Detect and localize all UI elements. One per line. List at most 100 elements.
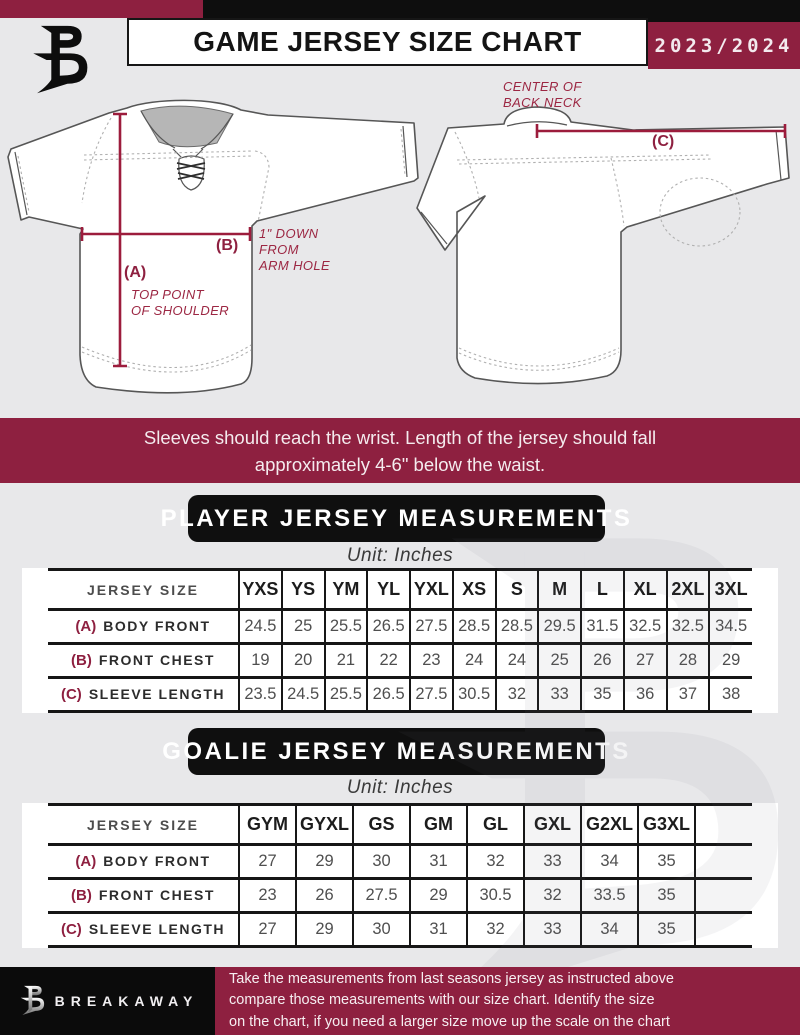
title-box: GAME JERSEY SIZE CHART bbox=[127, 18, 648, 66]
column-header-gym: GYM bbox=[238, 804, 296, 845]
row-key: (A) bbox=[75, 617, 97, 635]
row-key: (A) bbox=[75, 852, 97, 870]
row-label: FRONT CHEST bbox=[98, 886, 215, 903]
size-value-cell: 29 bbox=[708, 643, 752, 678]
table-row: (B) FRONT CHEST 23 26 27.5 29 30.5 32 33.5 35 bbox=[48, 878, 752, 913]
fit-notice-text: Sleeves should reach the wrist. Length o… bbox=[143, 426, 657, 475]
size-value-cell: 33 bbox=[523, 844, 581, 879]
size-value-cell bbox=[694, 912, 752, 947]
column-header-gs: GS bbox=[352, 804, 410, 845]
row-header: (C) SLEEVE LENGTH bbox=[48, 913, 239, 947]
size-value-cell: 25.5 bbox=[323, 677, 368, 712]
size-value-cell: 33.5 bbox=[580, 878, 638, 913]
measurement-a-label: (A) bbox=[124, 264, 147, 281]
table-row: (C) SLEEVE LENGTH 23.5 24.5 25.5 26.5 27.5 30.5… bbox=[48, 677, 752, 712]
table-row: (A) BODY FRONT 24.5 25 25.5 26.5 27.5 28.5 28.5 2… bbox=[48, 609, 752, 644]
row-label: BODY FRONT bbox=[103, 617, 211, 634]
column-header-xs: XS bbox=[451, 569, 496, 610]
table-header-row: JERSEY SIZE GYM GYXL GS GM GL GXL G2XL G3XL bbox=[48, 804, 752, 845]
front-jersey-diagram bbox=[7, 99, 419, 394]
row-key: (B) bbox=[71, 886, 92, 904]
goalie-section-banner: GOALIE JERSEY MEASUREMENTS bbox=[162, 728, 628, 775]
corner-label: JERSEY SIZE bbox=[86, 816, 199, 833]
brand-name: BREAKAWAY bbox=[54, 993, 199, 1009]
breakaway-logo-icon bbox=[24, 24, 90, 98]
row-header: (C) SLEEVE LENGTH bbox=[48, 678, 239, 712]
measurement-line-c bbox=[535, 124, 787, 138]
season-label: 2023/2024 bbox=[654, 34, 794, 57]
column-header-yxl: YXL bbox=[409, 569, 453, 610]
goalie-section-title: GOALIE JERSEY MEASUREMENTS bbox=[162, 737, 631, 765]
size-value-cell: 37 bbox=[665, 677, 710, 712]
column-header-xl: XL bbox=[622, 569, 667, 610]
size-value-cell: 21 bbox=[323, 643, 368, 678]
size-value-cell: 22 bbox=[366, 643, 410, 678]
goalie-unit-text: Unit: Inches bbox=[346, 777, 454, 798]
size-value-cell: 29 bbox=[295, 912, 353, 947]
measurement-c-label: (C) bbox=[652, 133, 675, 150]
table-row: (B) FRONT CHEST 19 20 21 22 23 24 24 25 26 27 28 29 bbox=[48, 643, 752, 678]
size-value-cell: 31 bbox=[409, 912, 467, 947]
goalie-unit-line: Unit: Inches bbox=[0, 777, 800, 799]
table-row: (A) BODY FRONT 27 29 30 31 32 33 34 35 bbox=[48, 844, 752, 879]
size-value-cell: 28.5 bbox=[451, 609, 496, 644]
column-header-yl: YL bbox=[366, 569, 410, 610]
size-value-cell: 38 bbox=[708, 677, 752, 712]
column-header-gxl: GXL bbox=[523, 804, 581, 845]
page-title: GAME JERSEY SIZE CHART bbox=[193, 26, 582, 57]
column-header-yxs: YXS bbox=[238, 569, 282, 610]
table-header-row: JERSEY SIZE YXS YS YM YL YXL XS S M L XL 2XL 3XL bbox=[48, 569, 752, 610]
size-value-cell: 31.5 bbox=[580, 609, 624, 644]
goalie-size-table-wrap: JERSEY SIZE GYM GYXL GS GM GL GXL G2XL G3XL (A) BO… bbox=[22, 803, 778, 948]
size-value-cell: 27 bbox=[238, 844, 296, 879]
size-value-cell: 36 bbox=[622, 677, 667, 712]
size-value-cell: 32.5 bbox=[622, 609, 667, 644]
row-key: (B) bbox=[71, 651, 92, 669]
size-value-cell: 32 bbox=[523, 878, 581, 913]
player-table: JERSEY SIZE YXS YS YM YL YXL XS S M L XL 2XL 3XL (A) B… bbox=[48, 568, 752, 713]
column-header-g3xl: G3XL bbox=[637, 804, 695, 845]
size-value-cell: 25.5 bbox=[323, 609, 368, 644]
size-value-cell: 29.5 bbox=[537, 609, 581, 644]
column-header-2xl: 2XL bbox=[665, 569, 710, 610]
size-value-cell: 25 bbox=[537, 643, 581, 678]
size-value-cell: 23 bbox=[238, 878, 296, 913]
size-value-cell: 29 bbox=[409, 878, 467, 913]
column-header-gl: GL bbox=[466, 804, 524, 845]
size-value-cell: 23.5 bbox=[238, 677, 282, 712]
size-value-cell: 33 bbox=[523, 912, 581, 947]
column-header-s: S bbox=[494, 569, 539, 610]
row-label: FRONT CHEST bbox=[98, 651, 215, 668]
player-unit-text: Unit: Inches bbox=[346, 545, 454, 566]
corner-label: JERSEY SIZE bbox=[86, 581, 199, 598]
table-row: (C) SLEEVE LENGTH 27 29 30 31 32 33 34 35 bbox=[48, 912, 752, 947]
column-header-ym: YM bbox=[323, 569, 368, 610]
center-back-neck-caption: CENTER OF BACK NECK bbox=[503, 79, 582, 110]
player-section-banner: PLAYER JERSEY MEASUREMENTS bbox=[161, 495, 630, 542]
arm-hole-caption: 1" DOWN FROM ARM HOLE bbox=[259, 226, 331, 273]
row-label: BODY FRONT bbox=[103, 852, 211, 869]
size-value-cell: 30.5 bbox=[466, 878, 524, 913]
header-maroon-strip bbox=[0, 0, 203, 18]
measurement-line-b bbox=[80, 227, 252, 241]
row-header: (B) FRONT CHEST bbox=[48, 879, 239, 913]
footer-breakaway-logo-icon bbox=[17, 985, 45, 1017]
size-value-cell: 32 bbox=[466, 844, 524, 879]
player-unit-line: Unit: Inches bbox=[0, 545, 800, 567]
size-value-cell: 31 bbox=[409, 844, 467, 879]
row-label: SLEEVE LENGTH bbox=[88, 920, 225, 937]
size-value-cell bbox=[694, 844, 752, 879]
goalie-table: JERSEY SIZE GYM GYXL GS GM GL GXL G2XL G3XL (A) BO… bbox=[48, 803, 752, 948]
column-header-3xl: 3XL bbox=[708, 569, 752, 610]
size-value-cell: 32 bbox=[494, 677, 539, 712]
player-size-table-wrap: JERSEY SIZE YXS YS YM YL YXL XS S M L XL 2XL 3XL (A) B… bbox=[22, 568, 778, 713]
fit-notice-banner: Sleeves should reach the wrist. Length o… bbox=[0, 418, 800, 483]
size-value-cell: 33 bbox=[537, 677, 581, 712]
size-value-cell: 32.5 bbox=[665, 609, 710, 644]
column-header-ys: YS bbox=[280, 569, 325, 610]
size-value-cell: 30.5 bbox=[451, 677, 496, 712]
size-value-cell: 26 bbox=[580, 643, 624, 678]
size-value-cell: 25 bbox=[280, 609, 325, 644]
size-value-cell: 28 bbox=[665, 643, 710, 678]
